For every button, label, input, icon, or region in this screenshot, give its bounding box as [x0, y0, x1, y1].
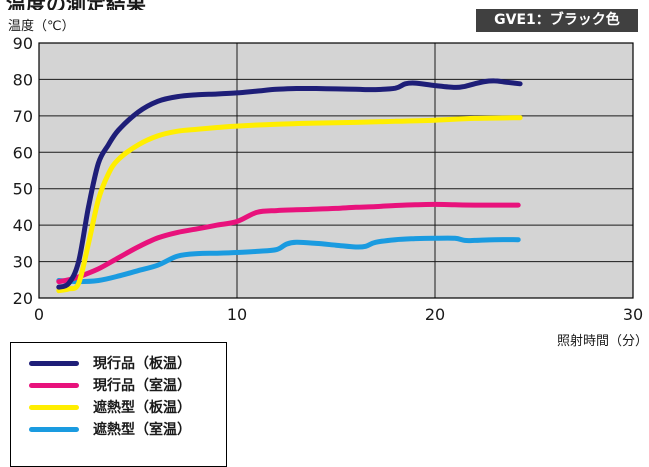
legend-label: 現行品（室温）	[93, 378, 191, 394]
y-tick-label: 90	[13, 34, 33, 53]
legend-item: 遮熱型（室温）	[29, 420, 229, 440]
y-tick-label: 60	[13, 143, 33, 162]
legend-swatch	[29, 361, 79, 366]
series-lines	[56, 78, 523, 294]
plot-frame	[38, 42, 634, 299]
y-tick-label: 30	[13, 253, 33, 272]
legend-item: 現行品（板温）	[29, 354, 229, 374]
product-badge: GVE1：ブラック色	[476, 9, 638, 32]
legend-item: 現行品（室温）	[29, 376, 229, 396]
series-line-3	[56, 115, 523, 294]
y-tick-label: 70	[13, 107, 33, 126]
plot-area	[39, 43, 633, 298]
series-line-1	[56, 78, 523, 290]
legend-swatch	[29, 405, 79, 410]
legend-swatch	[29, 427, 79, 432]
x-axis-label: 照射時間（分）	[557, 333, 648, 349]
y-tick-label: 40	[13, 216, 33, 235]
x-tick-label: 10	[227, 305, 247, 324]
legend-label: 遮熱型（板温）	[93, 400, 191, 416]
x-tick-label: 0	[34, 305, 44, 324]
legend-label: 現行品（板温）	[93, 356, 191, 372]
y-tick-label: 50	[13, 180, 33, 199]
y-tick-label: 20	[13, 289, 33, 308]
tick-labels: 20 30 40 50 60 70 80 90 0 10 20 30	[13, 34, 644, 324]
legend-label: 遮熱型（室温）	[93, 422, 191, 438]
series-line-4	[56, 235, 521, 285]
series-line-2	[56, 201, 521, 285]
y-tick-label: 80	[13, 70, 33, 89]
legend-item: 遮熱型（板温）	[29, 398, 229, 418]
x-tick-label: 20	[425, 305, 445, 324]
legend: 現行品（板温） 現行品（室温） 遮熱型（板温） 遮熱型（室温）	[10, 342, 227, 467]
x-tick-label: 30	[623, 305, 643, 324]
y-axis-label: 温度（℃）	[8, 19, 75, 34]
grid-lines	[39, 43, 633, 298]
legend-swatch	[29, 383, 79, 388]
page-title: 温度の測定結果	[0, 0, 420, 10]
